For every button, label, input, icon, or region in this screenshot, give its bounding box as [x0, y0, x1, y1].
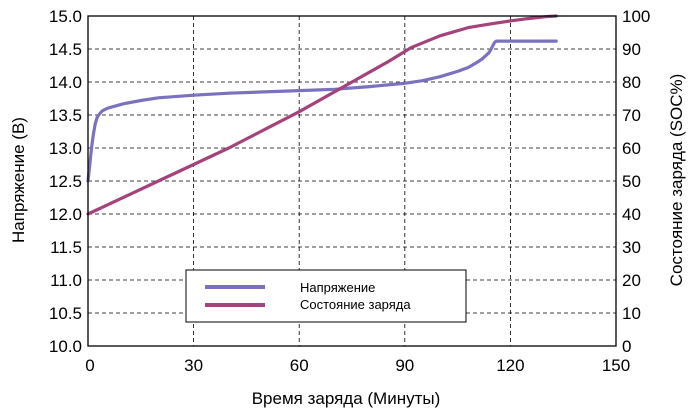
left-y-tick-label: 11.0 — [50, 271, 82, 290]
right-y-tick-label: 20 — [622, 271, 641, 290]
right-y-tick-label: 70 — [622, 106, 641, 125]
right-y-tick-label: 0 — [622, 337, 631, 356]
right-y-tick-label: 90 — [622, 40, 641, 59]
x-tick-label: 150 — [602, 356, 630, 375]
x-axis-title: Время заряда (Минуты) — [252, 389, 441, 408]
x-tick-label: 0 — [85, 356, 94, 375]
x-tick-label: 120 — [496, 356, 524, 375]
left-y-tick-label: 11.5 — [50, 238, 82, 257]
right-y-tick-label: 10 — [622, 304, 641, 323]
right-y-tick-label: 50 — [622, 172, 641, 191]
x-tick-label: 30 — [184, 356, 203, 375]
left-y-tick-label: 10.0 — [49, 337, 82, 356]
right-y-tick-label: 80 — [622, 73, 641, 92]
left-y-tick-label: 12.5 — [49, 172, 82, 191]
x-tick-label: 90 — [395, 356, 414, 375]
left-y-tick-label: 12.0 — [49, 205, 82, 224]
left-y-tick-label: 13.5 — [49, 106, 82, 125]
left-y-tick-label: 14.0 — [49, 73, 82, 92]
legend-label-voltage: Напряжение — [300, 280, 375, 295]
left-y-tick-label: 10.5 — [49, 304, 82, 323]
x-tick-label: 60 — [290, 356, 309, 375]
right-y-axis-title: Состояние заряда (SOC%) — [667, 74, 686, 287]
right-y-tick-label: 30 — [622, 238, 641, 257]
left-y-axis-title: Напряжение (В) — [9, 117, 28, 243]
soc-series-line — [86, 14, 558, 216]
left-y-axis-ticks: 10.0 10.5 11.0 11.5 12.0 12.5 13.0 13.5 14.0 14.5… — [49, 7, 82, 356]
voltage-series-line — [86, 39, 558, 183]
legend-box — [185, 269, 467, 323]
legend: Напряжение Состояние заряда — [185, 269, 467, 323]
x-axis-ticks: 0 30 60 90 120 150 — [85, 356, 630, 375]
plot-lines — [86, 14, 558, 216]
left-y-tick-label: 13.0 — [49, 139, 82, 158]
plot-frame — [87, 15, 617, 347]
left-y-tick-label: 15.0 — [49, 7, 82, 26]
right-y-tick-label: 40 — [622, 205, 641, 224]
right-y-tick-label: 60 — [622, 139, 641, 158]
legend-label-soc: Состояние заряда — [300, 297, 411, 312]
right-y-axis-ticks: 0 10 20 30 40 50 60 70 80 90 100 — [622, 7, 650, 356]
right-y-tick-label: 100 — [622, 7, 650, 26]
left-y-tick-label: 14.5 — [49, 40, 82, 59]
